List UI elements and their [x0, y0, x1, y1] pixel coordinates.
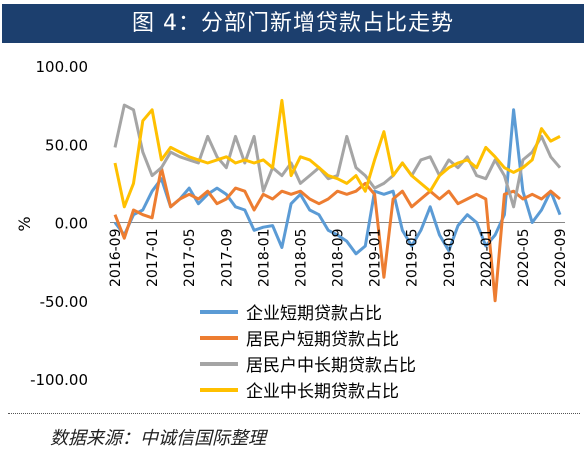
y-axis: 100.00 50.00 0.00 -50.00 -100.00: [30, 58, 88, 389]
x-tick-label: 2016-09: [108, 229, 124, 288]
x-tick-label: 2018-01: [256, 229, 272, 288]
x-tick-label: 2019-05: [405, 229, 421, 288]
series-line-2: [113, 166, 561, 303]
y-tick-label: -100.00: [30, 371, 88, 389]
x-tick-label: 2020-01: [479, 229, 495, 288]
series-line-4: [113, 98, 561, 209]
x-tick-label: 2019-09: [442, 229, 458, 288]
series-line-1: [113, 108, 562, 256]
legend-label: 居民户短期贷款占比: [246, 330, 399, 350]
x-tick-label: 2020-05: [516, 229, 532, 288]
legend-label: 企业中长期贷款占比: [246, 382, 399, 402]
series-lines: [113, 98, 562, 303]
x-tick-label: 2018-09: [331, 229, 347, 288]
x-tick-label: 2020-09: [553, 229, 569, 288]
x-tick-label: 2018-05: [293, 229, 309, 288]
source-note: 数据来源：中诚信国际整理: [50, 428, 266, 449]
divider: [8, 413, 580, 414]
y-tick-label: -50.00: [40, 293, 88, 311]
x-tick-labels: 2016-09 2017-01 2017-05 2017-09 2018-01 2018-…: [108, 229, 569, 288]
series-line-3: [113, 103, 562, 209]
x-tick-label: 2017-09: [219, 229, 235, 288]
legend-label: 企业短期贷款占比: [246, 304, 382, 324]
y-tick-label: 50.00: [45, 136, 88, 154]
legend-label: 居民户中长期贷款占比: [246, 356, 416, 376]
y-tick-label: 0.00: [55, 215, 88, 233]
y-axis-label: %: [15, 216, 34, 231]
x-tick-label: 2017-05: [182, 229, 198, 288]
chart-title: 图 4：分部门新增贷款占比走势: [2, 4, 584, 43]
x-tick-label: 2017-01: [145, 229, 161, 288]
x-tick-label: 2019-01: [368, 229, 384, 288]
y-tick-label: 100.00: [36, 58, 89, 76]
